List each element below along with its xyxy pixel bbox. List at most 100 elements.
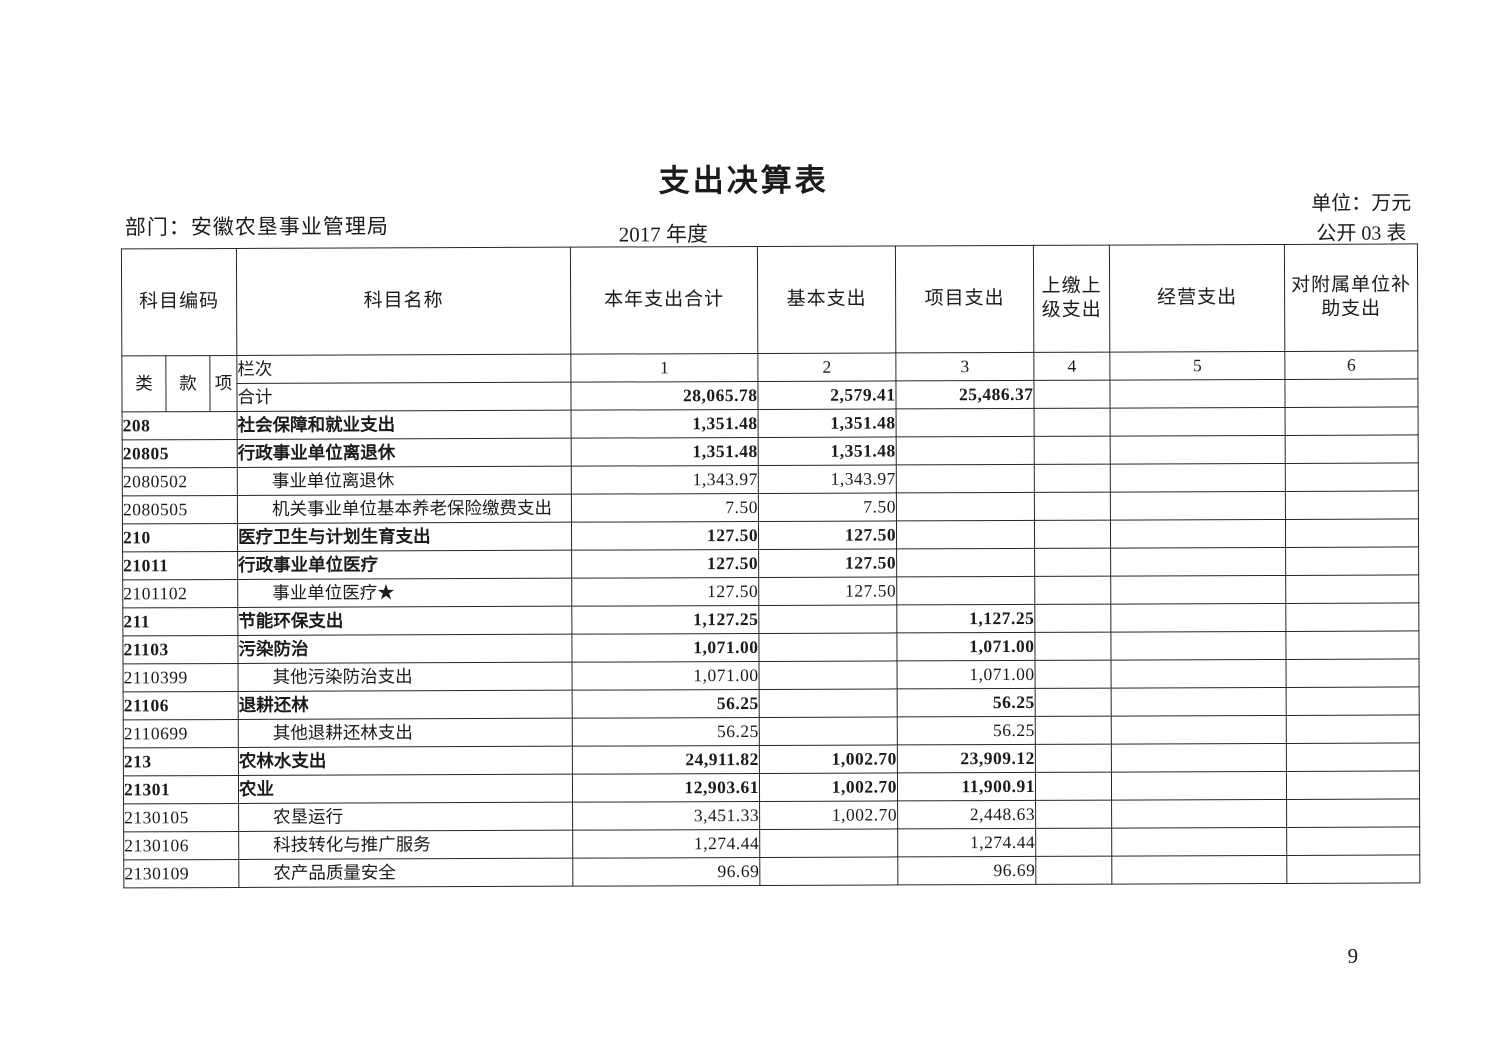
department-label: 部门：安徽农垦事业管理局: [124, 214, 389, 240]
value-cell: [896, 576, 1035, 605]
value-cell: [1035, 744, 1112, 773]
subject-name-cell: 农业: [238, 774, 573, 804]
value-cell: [1286, 742, 1420, 772]
value-cell: 1,071.00: [896, 632, 1036, 661]
value-cell: [1034, 492, 1111, 521]
subject-name-cell: 事业单位离退休: [237, 466, 572, 496]
value-cell: [759, 856, 898, 886]
value-cell: [1111, 855, 1287, 885]
value-cell: [759, 660, 898, 690]
subject-code-cell: 21106: [123, 691, 239, 720]
header-col-subsidy: 对附属单位补助支出: [1284, 243, 1418, 352]
total-value: 2,579.41: [757, 380, 897, 410]
value-cell: 56.25: [572, 689, 760, 719]
subject-name-cell: 其他退耕还林支出: [238, 718, 573, 748]
value-cell: [1286, 798, 1420, 828]
value-cell: [1286, 714, 1420, 744]
subject-name-cell: 节能环保支出: [237, 606, 572, 636]
value-cell: [1286, 686, 1420, 716]
value-cell: [1110, 407, 1286, 437]
value-cell: 7.50: [758, 492, 897, 522]
header-subject-code: 科目编码: [121, 248, 237, 356]
value-cell: [1286, 770, 1420, 800]
value-cell: 1,351.48: [571, 437, 759, 467]
total-value: [1109, 379, 1286, 409]
value-cell: 127.50: [758, 576, 897, 606]
value-cell: 1,002.70: [759, 800, 898, 830]
value-cell: [1035, 856, 1112, 885]
value-cell: 127.50: [571, 521, 759, 551]
value-cell: [896, 492, 1035, 521]
table-row: 2130109 农产品质量安全 96.69 96.69: [123, 854, 1420, 888]
value-cell: 2,448.63: [897, 800, 1036, 829]
value-cell: [1110, 463, 1286, 493]
header-col-total: 本年支出合计: [570, 246, 758, 355]
value-cell: [1285, 518, 1419, 548]
value-cell: [1285, 462, 1419, 492]
value-cell: [1035, 800, 1112, 829]
subject-code-cell: 2080502: [122, 467, 238, 496]
value-cell: [1286, 826, 1420, 856]
value-cell: [1035, 772, 1112, 801]
value-cell: [1034, 604, 1111, 633]
header-code-item: 项: [209, 355, 238, 412]
subject-code-cell: 20805: [122, 439, 238, 468]
value-cell: [896, 520, 1035, 549]
value-cell: 127.50: [758, 520, 897, 550]
value-cell: [1110, 491, 1286, 521]
value-cell: 11,900.91: [897, 772, 1036, 801]
value-cell: 1,071.00: [571, 633, 760, 663]
value-cell: 96.69: [572, 857, 760, 887]
value-cell: 1,002.70: [759, 744, 898, 774]
subject-name-cell: 其他污染防治支出: [238, 662, 573, 692]
column-number: 3: [895, 352, 1034, 381]
value-cell: [1111, 659, 1287, 689]
value-cell: [1286, 658, 1420, 688]
subject-name-cell: 行政事业单位离退休: [237, 438, 572, 468]
value-cell: 24,911.82: [572, 745, 760, 775]
value-cell: [759, 688, 898, 718]
total-value: [1033, 380, 1111, 409]
value-cell: [1111, 827, 1287, 857]
value-cell: 127.50: [571, 549, 759, 579]
value-cell: [1035, 688, 1112, 717]
subject-name-cell: 行政事业单位医疗: [237, 550, 572, 580]
unit-block: 单位：万元 公开 03 表: [1294, 188, 1429, 249]
value-cell: 1,343.97: [571, 465, 759, 495]
column-number: 5: [1109, 351, 1285, 381]
column-number: 4: [1033, 352, 1110, 381]
header-col-operating: 经营支出: [1109, 244, 1285, 353]
value-cell: 1,002.70: [759, 772, 898, 802]
subject-name-cell: 农林水支出: [238, 746, 573, 776]
column-number: 2: [757, 352, 896, 382]
subject-code-cell: 213: [123, 747, 239, 776]
value-cell: [1034, 464, 1111, 493]
value-cell: 96.69: [897, 856, 1036, 885]
subject-code-cell: 2080505: [122, 495, 238, 524]
value-cell: [759, 828, 898, 858]
value-cell: [1110, 603, 1286, 633]
subject-code-cell: 21103: [122, 635, 239, 664]
value-cell: 1,071.00: [572, 661, 760, 691]
expenditure-table: 科目编码 科目名称 本年支出合计 基本支出 项目支出 上缴上级支出 经营支出 对…: [121, 243, 1420, 888]
value-cell: [1111, 799, 1287, 829]
subject-code-cell: 208: [122, 411, 238, 440]
value-cell: [896, 464, 1035, 493]
value-cell: 127.50: [758, 548, 897, 578]
value-cell: [1111, 771, 1287, 801]
value-cell: 1,127.25: [896, 604, 1035, 633]
subject-name-cell: 科技转化与推广服务: [238, 830, 573, 860]
subject-code-cell: 21011: [122, 551, 238, 580]
page-title: 支出决算表: [658, 162, 829, 199]
subject-code-cell: 210: [122, 523, 238, 552]
header-row: 科目编码 科目名称 本年支出合计 基本支出 项目支出 上缴上级支出 经营支出 对…: [121, 243, 1418, 356]
subject-code-cell: 2110699: [123, 719, 239, 748]
subject-code-cell: 2130109: [123, 859, 239, 888]
value-cell: [1286, 854, 1420, 884]
value-cell: 1,351.48: [758, 408, 897, 438]
total-label: 合计: [236, 382, 572, 412]
subject-name-cell: 社会保障和就业支出: [237, 410, 572, 440]
value-cell: [1035, 716, 1112, 745]
value-cell: [1110, 575, 1286, 605]
subject-name-cell: 农垦运行: [238, 802, 573, 832]
